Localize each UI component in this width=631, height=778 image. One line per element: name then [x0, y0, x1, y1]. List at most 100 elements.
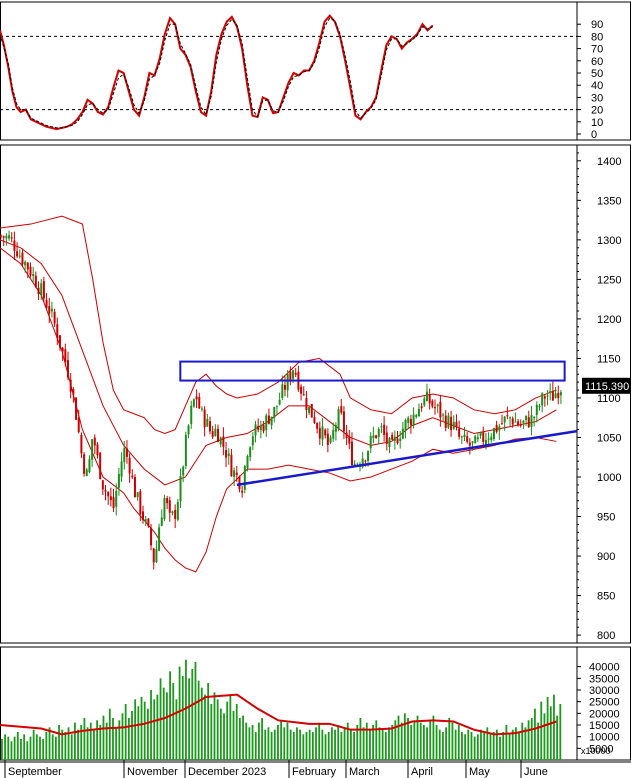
volume-bar	[77, 729, 79, 760]
candle-up	[423, 398, 426, 406]
stoch-tick-label: 80	[591, 31, 603, 43]
candle-down	[96, 444, 99, 456]
volume-tick-label: 10000	[589, 732, 620, 744]
volume-bar	[318, 722, 321, 760]
candle-down	[198, 396, 201, 409]
volume-bar	[527, 720, 530, 760]
volume-bar	[559, 704, 562, 760]
candle-down	[0, 235, 3, 237]
volume-bar	[457, 725, 460, 760]
resistance-zone-box	[179, 360, 566, 382]
volume-bar	[422, 725, 425, 760]
volume-bar	[502, 732, 505, 760]
stoch-tick-label: 90	[591, 19, 603, 31]
candle-down	[557, 392, 560, 399]
volume-bar	[327, 732, 330, 760]
volume-bar	[419, 722, 422, 760]
candle-up	[369, 435, 372, 449]
candle-down	[142, 511, 145, 521]
volume-bar	[108, 708, 111, 760]
volume-bar	[384, 732, 387, 760]
volume-bar	[403, 713, 406, 760]
volume-bar	[505, 725, 508, 760]
candle-up	[273, 407, 276, 418]
candle-down	[13, 240, 16, 251]
volume-tick-label: 20000	[589, 708, 620, 720]
volume-bar	[200, 687, 203, 760]
volume-bar	[134, 699, 137, 760]
candle-up	[329, 437, 332, 443]
candle-up	[270, 416, 273, 426]
candle-down	[150, 527, 153, 546]
volume-bar	[26, 741, 29, 760]
volume-bar	[226, 701, 229, 760]
candle-up	[401, 428, 404, 439]
candle-up	[246, 455, 249, 469]
volume-bar	[480, 729, 482, 760]
volume-bar	[334, 729, 336, 760]
stoch-tick-label: 20	[591, 105, 603, 117]
candle-down	[431, 400, 434, 407]
chart-annotations	[179, 360, 578, 487]
volume-bar	[400, 722, 403, 760]
candle-down	[348, 436, 351, 444]
price-tick-label: 1250	[597, 274, 621, 286]
volume-bar	[521, 722, 524, 760]
candle-up	[436, 404, 439, 407]
volume-bar	[35, 734, 38, 760]
candle-down	[217, 428, 220, 443]
candle-down	[80, 434, 83, 454]
volume-bar	[292, 732, 295, 760]
x-axis-label: June	[524, 766, 548, 778]
candle-down	[420, 406, 423, 408]
candle-down	[83, 454, 86, 474]
x-axis-label: March	[349, 766, 380, 778]
candle-down	[42, 281, 45, 299]
candle-down	[391, 434, 394, 440]
x-axis-label: February	[292, 766, 337, 778]
volume-bar	[413, 720, 416, 760]
volume-bar	[178, 666, 181, 760]
last-price-badge-bg	[582, 377, 630, 394]
candle-up	[278, 399, 281, 405]
volume-bar	[264, 729, 267, 760]
candle-up	[541, 393, 544, 406]
candle-up	[144, 519, 147, 523]
x-axis-label: November	[127, 766, 178, 778]
candle-down	[324, 429, 327, 436]
last-price-label: 1115.390	[585, 381, 629, 393]
price-tick-label: 850	[597, 591, 615, 603]
volume-bar	[140, 697, 143, 760]
candle-down	[58, 335, 61, 348]
candle-down	[482, 431, 485, 442]
volume-bar	[391, 725, 394, 760]
price-tick-label: 900	[597, 551, 615, 563]
volume-bar	[254, 732, 257, 760]
candle-up	[377, 429, 380, 437]
candle-up	[538, 405, 541, 407]
volume-bar	[42, 739, 45, 760]
candle-up	[190, 405, 193, 424]
candle-down	[174, 510, 177, 519]
volume-bar	[102, 715, 105, 760]
candle-up	[219, 437, 222, 445]
candle-up	[452, 421, 455, 429]
price-tick-label: 950	[597, 512, 615, 524]
volume-bar	[64, 732, 67, 760]
volume-bar	[197, 680, 200, 760]
candle-up	[490, 436, 493, 441]
candle-up	[249, 447, 252, 458]
candle-down	[10, 237, 13, 239]
candle-down	[2, 236, 5, 238]
candle-up	[275, 405, 278, 407]
panel-frame-0	[0, 1, 631, 141]
volume-bar	[359, 718, 362, 760]
candle-up	[479, 432, 482, 436]
volume-bar	[13, 736, 16, 760]
volume-bar	[324, 734, 327, 760]
volume-bar	[51, 734, 54, 760]
volume-bar	[476, 734, 479, 760]
price-panel: 800 850 900 950 1000 1050 1100 1150 1200 1250 1300…	[0, 152, 630, 642]
candle-up	[85, 469, 88, 477]
candle-down	[166, 498, 169, 504]
